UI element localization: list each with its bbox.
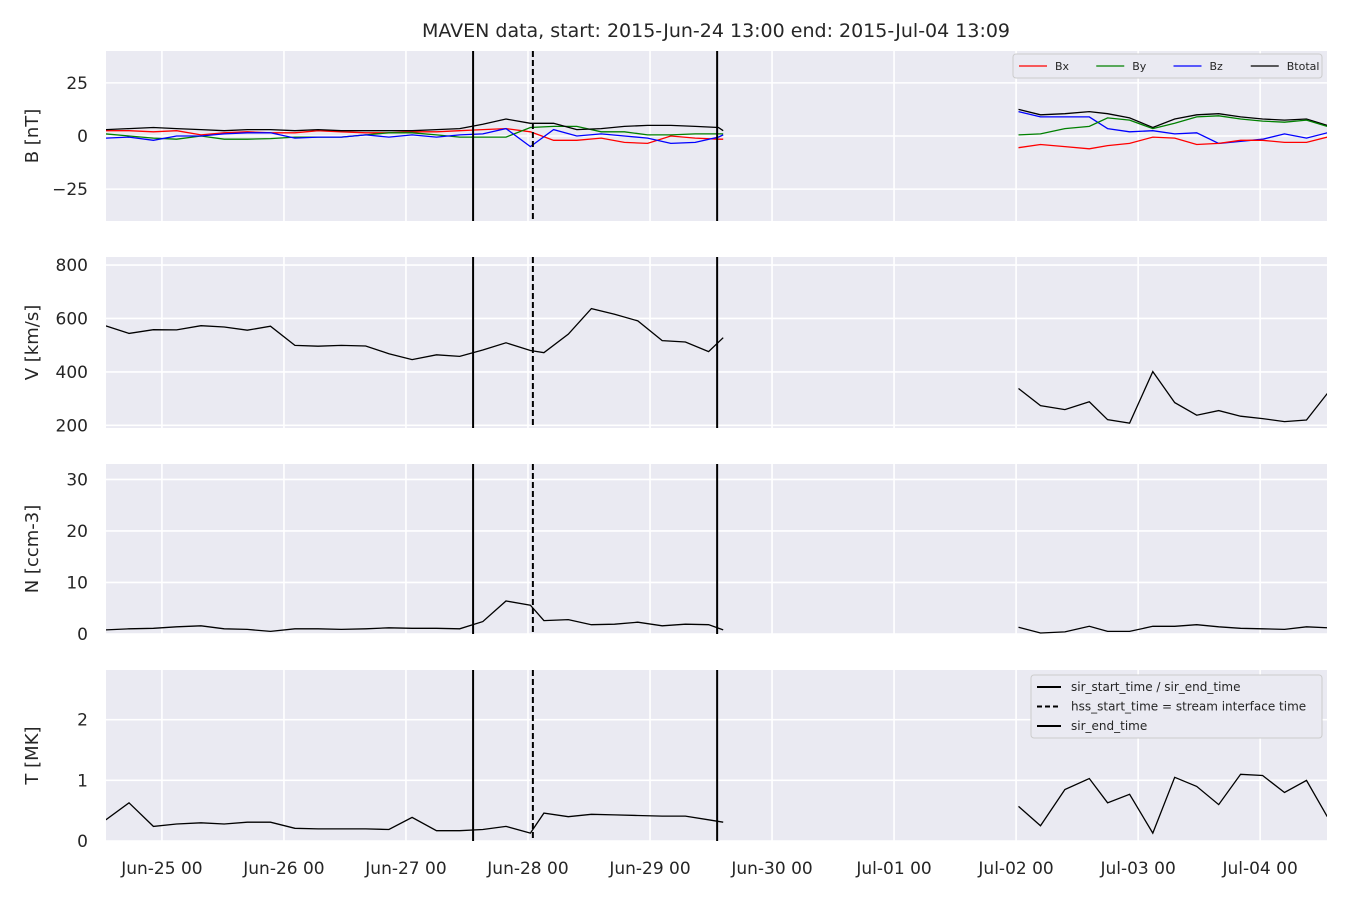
y-tick-label: 800 bbox=[56, 256, 88, 276]
series-line-b bbox=[1018, 115, 1327, 136]
series-line-t bbox=[1018, 773, 1327, 835]
y-tick-label: 0 bbox=[77, 832, 88, 852]
series-group bbox=[106, 108, 1327, 150]
x-tick-label: Jun-30 00 bbox=[730, 859, 812, 879]
series-line-b bbox=[1018, 136, 1327, 150]
y-tick-label: 600 bbox=[56, 309, 88, 329]
series-line-by bbox=[106, 125, 724, 140]
y-axis-label: B [nT] bbox=[22, 109, 43, 164]
y-tick-label: 0 bbox=[77, 625, 88, 645]
series-line-btotal bbox=[106, 118, 724, 132]
x-tick-label: Jun-25 00 bbox=[120, 859, 202, 879]
series-line-n bbox=[1018, 624, 1327, 634]
y-tick-label: 20 bbox=[66, 522, 88, 542]
x-tick-label: Jun-29 00 bbox=[608, 859, 690, 879]
legend-box bbox=[1030, 674, 1323, 739]
panel-b: 25 0 −25 B [nT] Bx By Bz Btotal bbox=[22, 51, 1327, 221]
panel-v: 800 600 400 200 V [km/s] bbox=[22, 256, 1327, 436]
series-group bbox=[106, 773, 1327, 835]
legend-label: Bz bbox=[1210, 60, 1224, 73]
series-group bbox=[106, 600, 1327, 634]
series-line-bz bbox=[1018, 110, 1327, 145]
y-tick-label: 1 bbox=[77, 771, 88, 791]
legend-label: Btotal bbox=[1287, 60, 1320, 73]
y-axis-label: N [ccm-3] bbox=[22, 505, 43, 594]
series-line-t bbox=[106, 801, 724, 834]
y-tick-label: 0 bbox=[77, 127, 88, 147]
y-tick-label: 10 bbox=[66, 573, 88, 593]
y-axis-label: T [MK] bbox=[22, 726, 43, 785]
legend-label: sir_end_time bbox=[1071, 719, 1147, 733]
series-line-v bbox=[1018, 370, 1327, 424]
y-tick-label: 30 bbox=[66, 470, 88, 490]
y-axis-label: V [km/s] bbox=[22, 305, 43, 380]
x-tick-label: Jul-03 00 bbox=[1099, 859, 1175, 879]
x-tick-label: Jul-02 00 bbox=[977, 859, 1053, 879]
series-line-v bbox=[106, 307, 724, 361]
y-tick-label: 400 bbox=[56, 363, 88, 383]
series-line-bx bbox=[106, 127, 724, 145]
x-tick-label: Jun-28 00 bbox=[486, 859, 568, 879]
x-tick-label: Jun-27 00 bbox=[364, 859, 446, 879]
legend-label: sir_start_time / sir_end_time bbox=[1071, 680, 1241, 694]
series-line-btotal bbox=[1018, 108, 1327, 129]
x-tick-label: Jun-26 00 bbox=[242, 859, 324, 879]
chart-title: MAVEN data, start: 2015-Jun-24 13:00 end… bbox=[422, 20, 1010, 42]
legend-label: By bbox=[1132, 60, 1147, 73]
series-group bbox=[106, 307, 1327, 424]
panel-t: 2 1 0 T [MK] sir_start_time / sir_end_timehs… bbox=[22, 670, 1327, 879]
y-tick-label: 25 bbox=[66, 74, 88, 94]
panel-n: 30 20 10 0 N [ccm-3] bbox=[22, 464, 1327, 645]
x-tick-label: Jul-01 00 bbox=[855, 859, 931, 879]
series-line-n bbox=[106, 600, 724, 633]
x-tick-label: Jul-04 00 bbox=[1221, 859, 1297, 879]
y-tick-label: 200 bbox=[56, 416, 88, 436]
y-tick-label: −25 bbox=[52, 180, 88, 200]
series-line-bz bbox=[106, 127, 724, 148]
legend-label: Bx bbox=[1055, 60, 1070, 73]
legend-label: hss_start_time = stream interface time bbox=[1071, 700, 1306, 714]
legend-box bbox=[1012, 53, 1323, 79]
y-tick-label: 2 bbox=[77, 711, 88, 731]
